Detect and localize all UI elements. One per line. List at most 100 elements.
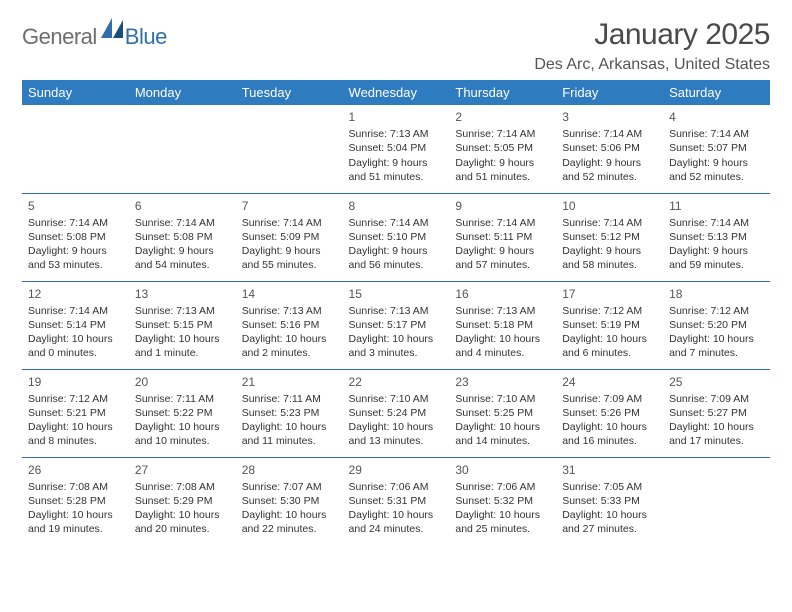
calendar-cell: 21Sunrise: 7:11 AMSunset: 5:23 PMDayligh… — [236, 369, 343, 457]
weekday-header: Thursday — [449, 80, 556, 105]
calendar-cell-empty — [663, 457, 770, 545]
sunrise-line: Sunrise: 7:05 AM — [562, 480, 657, 494]
calendar-cell: 11Sunrise: 7:14 AMSunset: 5:13 PMDayligh… — [663, 193, 770, 281]
sunset-line: Sunset: 5:18 PM — [455, 318, 550, 332]
weekday-header: Wednesday — [343, 80, 450, 105]
sunset-line: Sunset: 5:14 PM — [28, 318, 123, 332]
daylight-line: Daylight: 9 hours and 51 minutes. — [455, 156, 550, 184]
sunrise-line: Sunrise: 7:14 AM — [562, 127, 657, 141]
daylight-line: Daylight: 9 hours and 59 minutes. — [669, 244, 764, 272]
calendar-cell: 2Sunrise: 7:14 AMSunset: 5:05 PMDaylight… — [449, 105, 556, 193]
daylight-line: Daylight: 10 hours and 2 minutes. — [242, 332, 337, 360]
sunset-line: Sunset: 5:05 PM — [455, 141, 550, 155]
sunset-line: Sunset: 5:32 PM — [455, 494, 550, 508]
day-number: 19 — [28, 374, 123, 390]
day-number: 31 — [562, 462, 657, 478]
sunset-line: Sunset: 5:12 PM — [562, 230, 657, 244]
calendar-cell: 9Sunrise: 7:14 AMSunset: 5:11 PMDaylight… — [449, 193, 556, 281]
sunrise-line: Sunrise: 7:13 AM — [135, 304, 230, 318]
calendar-cell: 24Sunrise: 7:09 AMSunset: 5:26 PMDayligh… — [556, 369, 663, 457]
calendar-cell-empty — [129, 105, 236, 193]
weekday-header: Friday — [556, 80, 663, 105]
calendar-cell: 26Sunrise: 7:08 AMSunset: 5:28 PMDayligh… — [22, 457, 129, 545]
calendar-cell: 16Sunrise: 7:13 AMSunset: 5:18 PMDayligh… — [449, 281, 556, 369]
daylight-line: Daylight: 10 hours and 8 minutes. — [28, 420, 123, 448]
daylight-line: Daylight: 10 hours and 11 minutes. — [242, 420, 337, 448]
sunrise-line: Sunrise: 7:08 AM — [28, 480, 123, 494]
sunset-line: Sunset: 5:23 PM — [242, 406, 337, 420]
day-number: 27 — [135, 462, 230, 478]
daylight-line: Daylight: 9 hours and 57 minutes. — [455, 244, 550, 272]
calendar-table: SundayMondayTuesdayWednesdayThursdayFrid… — [22, 80, 770, 545]
sunset-line: Sunset: 5:11 PM — [455, 230, 550, 244]
sunrise-line: Sunrise: 7:14 AM — [135, 216, 230, 230]
calendar-cell: 25Sunrise: 7:09 AMSunset: 5:27 PMDayligh… — [663, 369, 770, 457]
day-number: 13 — [135, 286, 230, 302]
day-number: 22 — [349, 374, 444, 390]
calendar-cell: 29Sunrise: 7:06 AMSunset: 5:31 PMDayligh… — [343, 457, 450, 545]
sunset-line: Sunset: 5:20 PM — [669, 318, 764, 332]
sunrise-line: Sunrise: 7:12 AM — [562, 304, 657, 318]
day-number: 8 — [349, 198, 444, 214]
day-number: 20 — [135, 374, 230, 390]
sunset-line: Sunset: 5:33 PM — [562, 494, 657, 508]
calendar-cell: 7Sunrise: 7:14 AMSunset: 5:09 PMDaylight… — [236, 193, 343, 281]
daylight-line: Daylight: 10 hours and 13 minutes. — [349, 420, 444, 448]
day-number: 14 — [242, 286, 337, 302]
daylight-line: Daylight: 9 hours and 52 minutes. — [669, 156, 764, 184]
sunset-line: Sunset: 5:16 PM — [242, 318, 337, 332]
day-number: 12 — [28, 286, 123, 302]
title-block: January 2025 Des Arc, Arkansas, United S… — [534, 18, 770, 74]
sunrise-line: Sunrise: 7:14 AM — [669, 127, 764, 141]
sunrise-line: Sunrise: 7:14 AM — [455, 127, 550, 141]
day-number: 6 — [135, 198, 230, 214]
sunrise-line: Sunrise: 7:11 AM — [135, 392, 230, 406]
weekday-header: Monday — [129, 80, 236, 105]
daylight-line: Daylight: 10 hours and 19 minutes. — [28, 508, 123, 536]
day-number: 9 — [455, 198, 550, 214]
sunrise-line: Sunrise: 7:13 AM — [349, 127, 444, 141]
sunset-line: Sunset: 5:27 PM — [669, 406, 764, 420]
calendar-cell: 4Sunrise: 7:14 AMSunset: 5:07 PMDaylight… — [663, 105, 770, 193]
daylight-line: Daylight: 10 hours and 14 minutes. — [455, 420, 550, 448]
daylight-line: Daylight: 10 hours and 10 minutes. — [135, 420, 230, 448]
daylight-line: Daylight: 9 hours and 53 minutes. — [28, 244, 123, 272]
sunrise-line: Sunrise: 7:14 AM — [349, 216, 444, 230]
daylight-line: Daylight: 10 hours and 7 minutes. — [669, 332, 764, 360]
calendar-cell-empty — [22, 105, 129, 193]
daylight-line: Daylight: 10 hours and 17 minutes. — [669, 420, 764, 448]
calendar-cell: 22Sunrise: 7:10 AMSunset: 5:24 PMDayligh… — [343, 369, 450, 457]
daylight-line: Daylight: 10 hours and 20 minutes. — [135, 508, 230, 536]
calendar-week-row: 5Sunrise: 7:14 AMSunset: 5:08 PMDaylight… — [22, 193, 770, 281]
daylight-line: Daylight: 10 hours and 22 minutes. — [242, 508, 337, 536]
calendar-cell: 17Sunrise: 7:12 AMSunset: 5:19 PMDayligh… — [556, 281, 663, 369]
sunrise-line: Sunrise: 7:08 AM — [135, 480, 230, 494]
sunset-line: Sunset: 5:04 PM — [349, 141, 444, 155]
day-number: 10 — [562, 198, 657, 214]
calendar-cell: 13Sunrise: 7:13 AMSunset: 5:15 PMDayligh… — [129, 281, 236, 369]
weekday-header: Sunday — [22, 80, 129, 105]
daylight-line: Daylight: 9 hours and 51 minutes. — [349, 156, 444, 184]
calendar-cell: 31Sunrise: 7:05 AMSunset: 5:33 PMDayligh… — [556, 457, 663, 545]
sunrise-line: Sunrise: 7:14 AM — [669, 216, 764, 230]
calendar-cell: 23Sunrise: 7:10 AMSunset: 5:25 PMDayligh… — [449, 369, 556, 457]
daylight-line: Daylight: 10 hours and 24 minutes. — [349, 508, 444, 536]
sunset-line: Sunset: 5:08 PM — [135, 230, 230, 244]
sunrise-line: Sunrise: 7:13 AM — [455, 304, 550, 318]
day-number: 7 — [242, 198, 337, 214]
calendar-cell: 12Sunrise: 7:14 AMSunset: 5:14 PMDayligh… — [22, 281, 129, 369]
sunrise-line: Sunrise: 7:13 AM — [242, 304, 337, 318]
daylight-line: Daylight: 10 hours and 6 minutes. — [562, 332, 657, 360]
calendar-week-row: 26Sunrise: 7:08 AMSunset: 5:28 PMDayligh… — [22, 457, 770, 545]
calendar-cell: 1 Sunrise: 7:13 AMSunset: 5:04 PMDaylight… — [343, 105, 450, 193]
sunset-line: Sunset: 5:25 PM — [455, 406, 550, 420]
day-number: 24 — [562, 374, 657, 390]
sunset-line: Sunset: 5:07 PM — [669, 141, 764, 155]
calendar-cell: 15Sunrise: 7:13 AMSunset: 5:17 PMDayligh… — [343, 281, 450, 369]
sunrise-line: Sunrise: 7:14 AM — [562, 216, 657, 230]
day-number: 1 — [349, 109, 444, 125]
day-number: 25 — [669, 374, 764, 390]
sunrise-line: Sunrise: 7:14 AM — [28, 216, 123, 230]
daylight-line: Daylight: 9 hours and 58 minutes. — [562, 244, 657, 272]
sunrise-line: Sunrise: 7:12 AM — [28, 392, 123, 406]
